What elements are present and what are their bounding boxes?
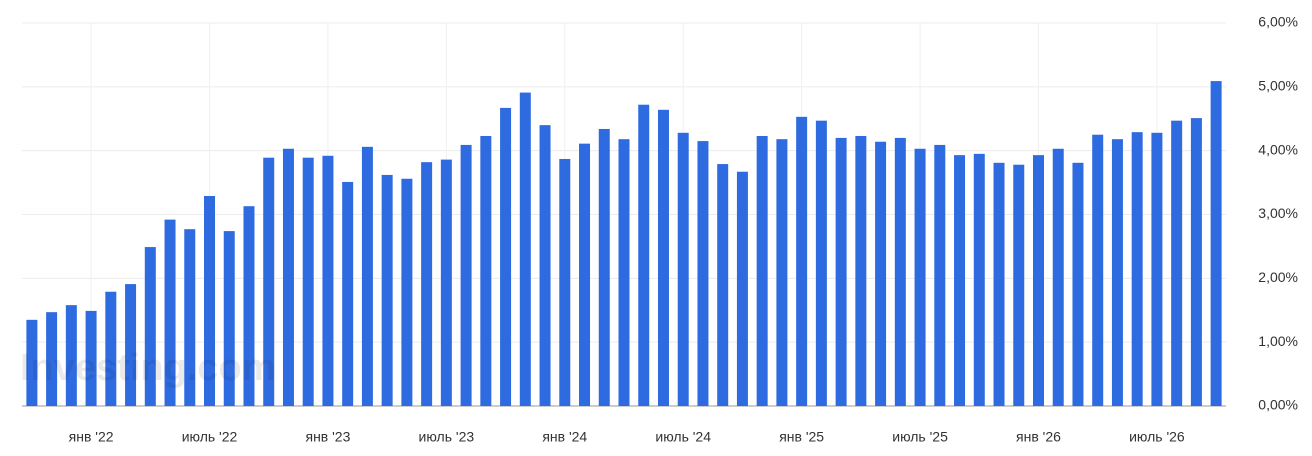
bar xyxy=(460,144,472,406)
bar xyxy=(519,92,531,406)
y-tick-label: 4,00% xyxy=(1258,141,1298,157)
bar xyxy=(282,148,294,407)
x-tick-label: июль '23 xyxy=(419,429,475,445)
y-tick-label: 2,00% xyxy=(1258,269,1298,285)
bar xyxy=(381,174,393,406)
bar xyxy=(243,206,255,406)
bar xyxy=(263,157,275,406)
bar xyxy=(204,195,216,406)
bar xyxy=(855,135,867,407)
x-tick-label: янв '23 xyxy=(305,429,350,445)
bar xyxy=(934,144,946,406)
x-tick-label: июль '26 xyxy=(1129,429,1185,445)
bar xyxy=(677,132,689,406)
bar xyxy=(1032,155,1044,406)
watermark: Investing.com xyxy=(20,347,276,389)
bar xyxy=(125,284,137,406)
bar xyxy=(736,171,748,406)
bar xyxy=(835,137,847,406)
bar xyxy=(500,107,512,407)
bar xyxy=(480,135,492,407)
x-tick-label: янв '25 xyxy=(779,429,824,445)
bar xyxy=(796,116,808,407)
bar xyxy=(657,109,669,407)
bar xyxy=(598,128,610,407)
bar xyxy=(894,137,906,406)
x-tick-label: янв '22 xyxy=(69,429,114,445)
x-tick-label: июль '22 xyxy=(182,429,238,445)
bar xyxy=(421,162,433,406)
bar xyxy=(579,143,591,406)
y-tick-label: 1,00% xyxy=(1258,333,1298,349)
bar xyxy=(993,162,1005,406)
bar xyxy=(144,247,156,406)
bar xyxy=(1171,120,1183,406)
bar xyxy=(815,120,827,406)
x-tick-label: июль '25 xyxy=(892,429,948,445)
bar xyxy=(638,104,650,406)
bar xyxy=(223,231,235,406)
bar xyxy=(26,319,38,406)
bar xyxy=(1190,118,1202,406)
bar xyxy=(184,229,196,406)
x-tick-label: янв '26 xyxy=(1016,429,1061,445)
bar xyxy=(1052,148,1064,407)
bar xyxy=(105,291,117,406)
bar xyxy=(954,155,966,406)
bar xyxy=(401,178,413,406)
bar xyxy=(46,312,58,406)
y-tick-label: 5,00% xyxy=(1258,78,1298,94)
y-tick-label: 0,00% xyxy=(1258,397,1298,413)
bar xyxy=(776,139,788,406)
bar xyxy=(361,146,373,406)
bar xyxy=(875,141,887,407)
bar xyxy=(914,148,926,407)
bar xyxy=(1210,81,1222,407)
bar xyxy=(164,219,176,406)
bar xyxy=(322,155,334,406)
bar xyxy=(559,158,571,406)
bar xyxy=(342,181,354,406)
x-tick-label: июль '24 xyxy=(655,429,711,445)
bar xyxy=(717,164,729,406)
bar xyxy=(697,141,709,406)
bar xyxy=(1151,132,1163,406)
bar xyxy=(1092,134,1104,407)
y-tick-label: 3,00% xyxy=(1258,205,1298,221)
bar xyxy=(539,125,551,406)
bar xyxy=(1131,132,1143,406)
bar xyxy=(65,305,77,406)
bar xyxy=(756,135,768,407)
y-tick-label: 6,00% xyxy=(1258,14,1298,30)
bar xyxy=(85,310,97,406)
bar xyxy=(302,157,314,406)
bar xyxy=(1013,164,1025,406)
bar xyxy=(1072,162,1084,406)
bar xyxy=(618,139,630,406)
bar xyxy=(973,153,985,406)
bar xyxy=(1111,139,1123,406)
x-tick-label: янв '24 xyxy=(542,429,587,445)
bar xyxy=(440,159,452,406)
